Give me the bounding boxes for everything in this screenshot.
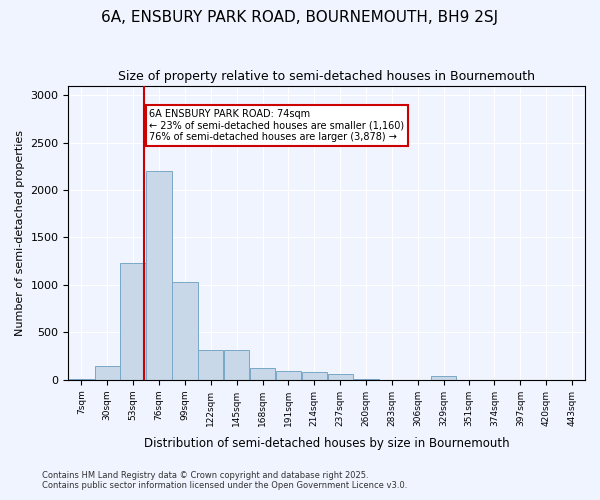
Bar (198, 350, 223, 380)
Bar (224, 350, 250, 380)
Text: 6A ENSBURY PARK ROAD: 74sqm
← 23% of semi-detached houses are smaller (1,160)
76: 6A ENSBURY PARK ROAD: 74sqm ← 23% of sem… (149, 110, 404, 142)
Bar (121, 263, 146, 380)
X-axis label: Distribution of semi-detached houses by size in Bournemouth: Distribution of semi-detached houses by … (144, 437, 509, 450)
Y-axis label: Number of semi-detached properties: Number of semi-detached properties (15, 130, 25, 336)
Bar (302, 372, 327, 380)
Bar (353, 379, 379, 380)
Bar (250, 368, 275, 380)
Text: Contains HM Land Registry data © Crown copyright and database right 2025.
Contai: Contains HM Land Registry data © Crown c… (42, 470, 407, 490)
Bar (172, 282, 197, 380)
Bar (146, 171, 172, 380)
Bar (276, 371, 301, 380)
Bar (431, 376, 457, 380)
Bar (95, 366, 120, 380)
Title: Size of property relative to semi-detached houses in Bournemouth: Size of property relative to semi-detach… (118, 70, 535, 83)
Bar (328, 374, 353, 380)
Text: 6A, ENSBURY PARK ROAD, BOURNEMOUTH, BH9 2SJ: 6A, ENSBURY PARK ROAD, BOURNEMOUTH, BH9 … (101, 10, 499, 25)
